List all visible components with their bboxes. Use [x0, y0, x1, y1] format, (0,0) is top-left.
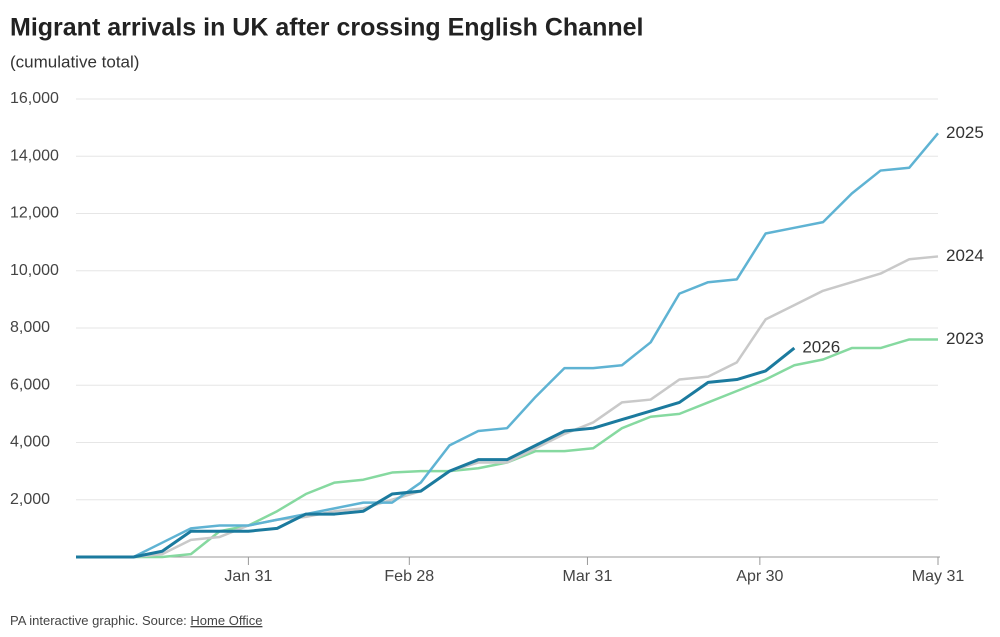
line-series: [76, 346, 796, 559]
y-tick-label: 14,000: [10, 147, 59, 164]
series-label: 2026: [802, 338, 840, 357]
y-tick-label: 16,000: [10, 90, 59, 107]
x-tick-label: May 31: [912, 568, 965, 585]
y-tick-label: 12,000: [10, 205, 59, 222]
line-series: [76, 132, 939, 559]
series-label: 2025: [946, 123, 984, 142]
chart-title: Migrant arrivals in UK after crossing En…: [10, 14, 643, 42]
series-label: 2024: [946, 246, 984, 265]
y-tick-label: 10,000: [10, 262, 59, 279]
y-tick-label: 4,000: [10, 434, 50, 451]
line-series: [76, 338, 938, 559]
series-label: 2023: [946, 329, 984, 348]
x-tick-label: Mar 31: [563, 568, 613, 585]
y-tick-label: 6,000: [10, 376, 50, 393]
source: PA interactive graphic. Source: Home Off…: [10, 613, 262, 628]
line-series: [76, 255, 939, 559]
x-tick-label: Feb 28: [384, 568, 434, 585]
x-tick-label: Jan 31: [224, 568, 272, 585]
y-tick-label: 8,000: [10, 319, 50, 336]
y-tick-label: 2,000: [10, 491, 50, 508]
chart-subtitle: (cumulative total): [10, 52, 139, 71]
source-prefix: PA interactive graphic. Source:: [10, 613, 187, 628]
x-tick-label: Apr 30: [736, 568, 783, 585]
source-link[interactable]: Home Office: [190, 613, 262, 628]
